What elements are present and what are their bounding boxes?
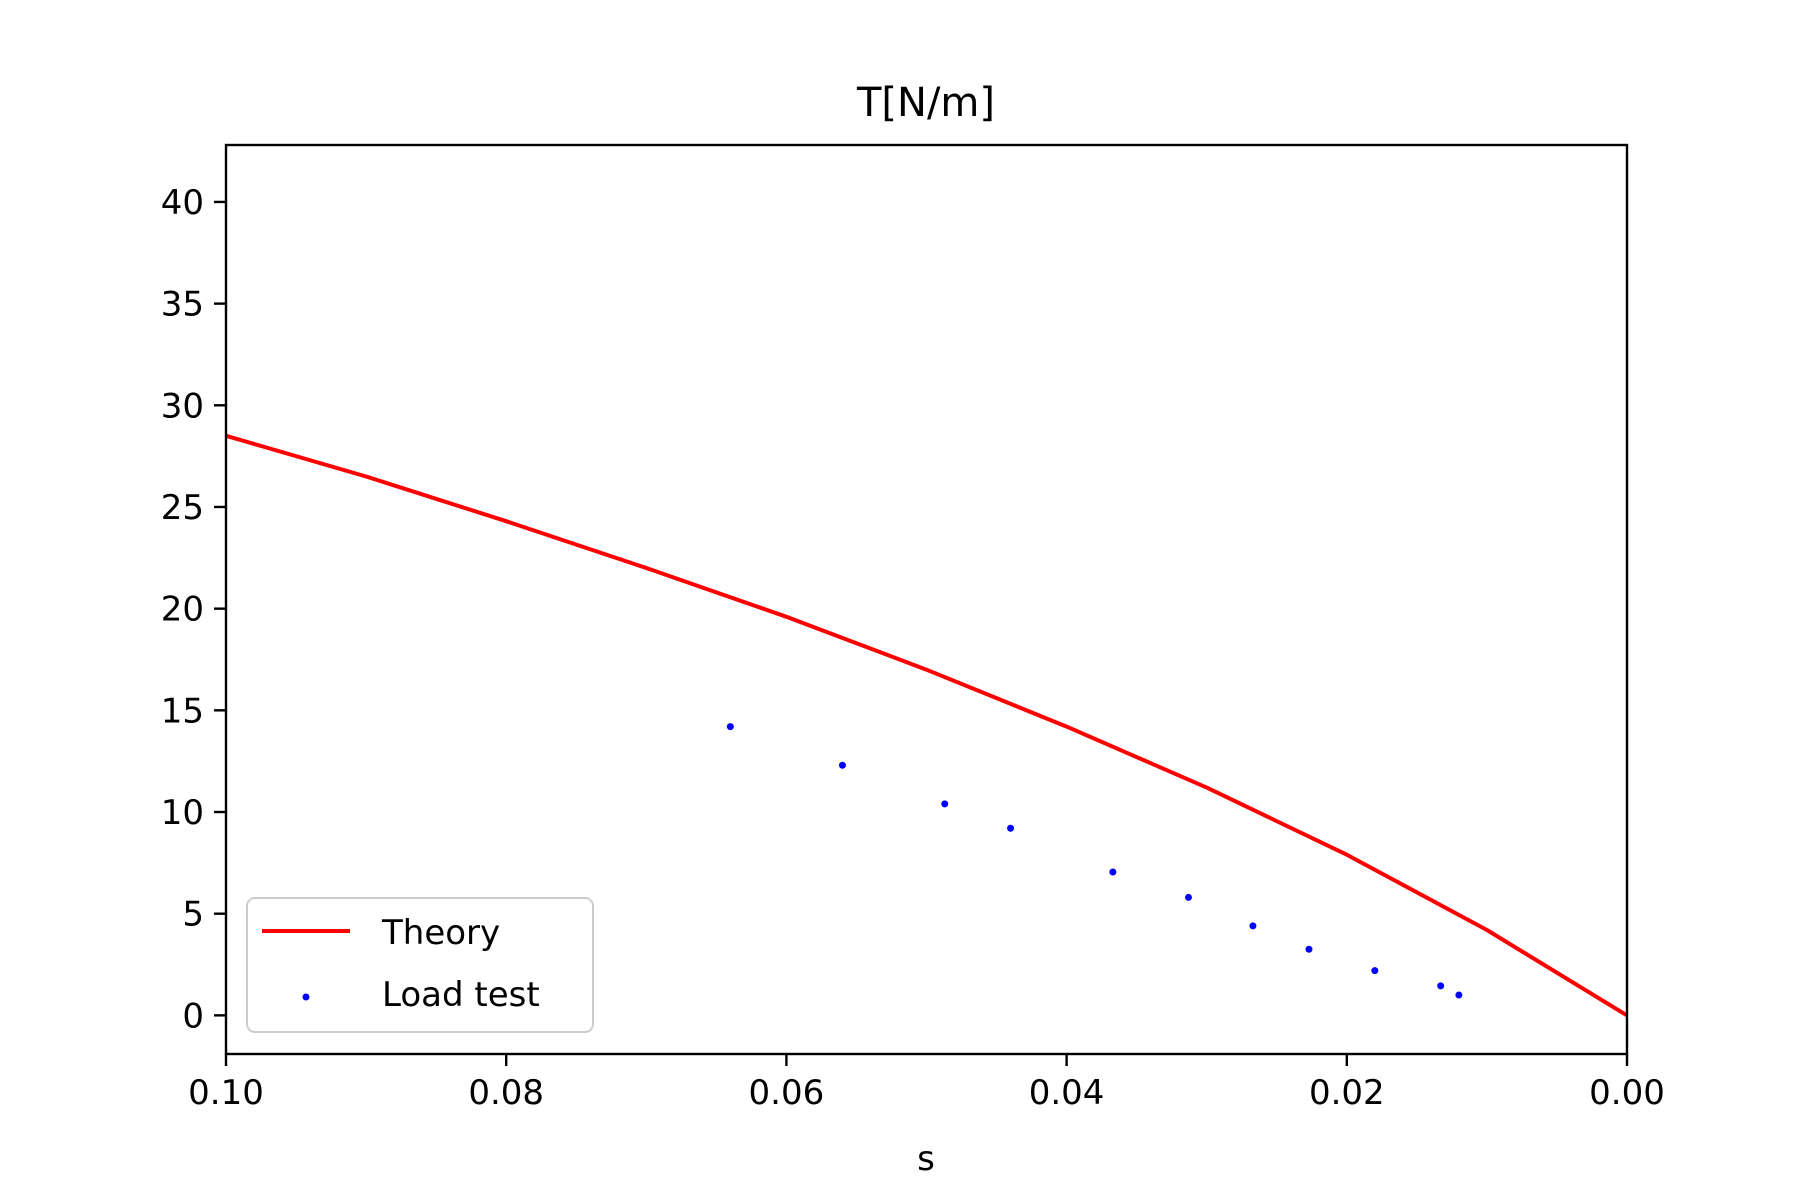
- x-tick-label: 0.00: [1589, 1073, 1665, 1113]
- x-axis-label: s: [917, 1139, 935, 1179]
- data-point-load-test: [1184, 893, 1192, 901]
- x-tick-label: 0.04: [1029, 1073, 1105, 1113]
- legend-label-theory: Theory: [381, 913, 500, 953]
- data-point-load-test: [1249, 922, 1257, 930]
- data-point-load-test: [941, 800, 949, 808]
- y-tick-label: 25: [161, 488, 204, 528]
- y-tick-label: 15: [161, 691, 204, 731]
- y-tick-label: 30: [161, 386, 204, 426]
- y-tick-label: 0: [182, 996, 204, 1036]
- y-tick-label: 5: [182, 895, 204, 935]
- y-axis: 0 5 10 15 20 25 30 35 40: [161, 183, 226, 1036]
- x-tick-label: 0.08: [468, 1073, 544, 1113]
- data-point-load-test: [1371, 967, 1379, 975]
- x-tick-label: 0.06: [749, 1073, 825, 1113]
- chart-title: T[N/m]: [856, 80, 995, 126]
- plot-frame: [224, 143, 1629, 1056]
- data-point-load-test: [1437, 982, 1445, 990]
- x-axis: 0.10 0.08 0.06 0.04 0.02 0.00: [188, 1054, 1665, 1113]
- x-tick-label: 0.10: [188, 1073, 264, 1113]
- series-line-theory: [225, 433, 1629, 1018]
- series-layer: [225, 433, 1629, 1018]
- x-tick-label: 0.02: [1309, 1073, 1385, 1113]
- legend-label-load-test: Load test: [382, 975, 540, 1015]
- data-point-load-test: [1455, 991, 1463, 999]
- data-point-load-test: [1007, 824, 1015, 832]
- legend-swatch-load-test: [302, 993, 310, 1001]
- y-tick-label: 10: [161, 793, 204, 833]
- y-tick-label: 40: [161, 183, 204, 223]
- data-point-load-test: [1305, 945, 1313, 953]
- legend: Theory Load test: [246, 897, 594, 1033]
- data-point-load-test: [1109, 868, 1117, 876]
- y-tick-label: 20: [161, 590, 204, 630]
- data-point-load-test: [838, 761, 846, 769]
- y-tick-label: 35: [161, 285, 204, 325]
- data-point-load-test: [726, 723, 734, 731]
